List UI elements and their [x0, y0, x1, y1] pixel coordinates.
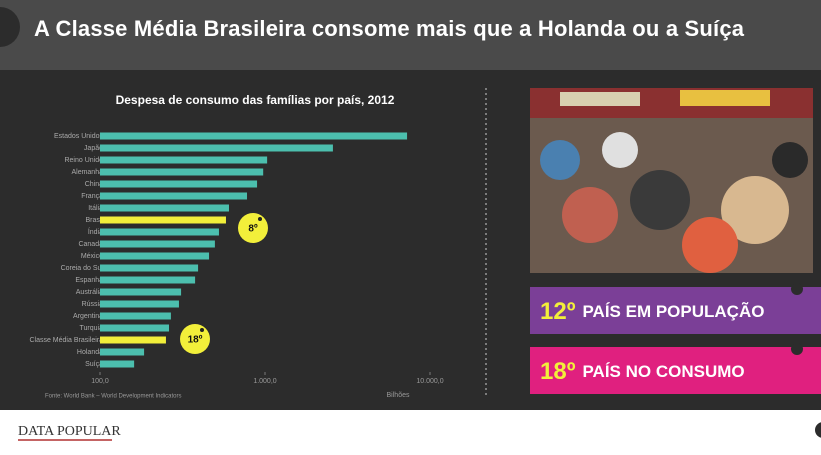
card	[530, 347, 821, 394]
y-tick-label: Estados Unidos	[54, 133, 104, 140]
card-label: PAÍS NO CONSUMO	[582, 362, 744, 381]
y-tick-label: Espanha	[75, 277, 103, 284]
bar	[100, 228, 219, 236]
bar	[100, 276, 196, 284]
bar	[100, 144, 333, 152]
card-highlight: 12º	[540, 298, 576, 325]
slide-title: A Classe Média Brasileira consome mais q…	[34, 16, 745, 41]
y-tick-label: Holanda	[77, 349, 103, 356]
card-label: PAÍS EM POPULAÇÃO	[582, 301, 764, 321]
y-tick-label: Índia	[88, 227, 103, 236]
y-tick-label: Coreia do Sul	[61, 265, 104, 272]
y-tick-label: Classe Média Brasileira	[29, 337, 103, 344]
card-text: 18º PAÍS NO CONSUMO	[540, 358, 745, 385]
y-tick-label: México	[81, 253, 103, 260]
bar	[100, 180, 258, 188]
bar	[100, 324, 170, 332]
y-tick-label: Austrália	[76, 289, 103, 296]
bar	[100, 192, 248, 200]
y-tick-label: Canadá	[78, 241, 103, 248]
bar	[100, 132, 408, 140]
card-highlight: 18º	[540, 358, 576, 385]
y-tick-label: Rússia	[82, 301, 104, 308]
bar	[100, 312, 171, 320]
card	[530, 287, 821, 334]
bar	[100, 168, 264, 176]
card-notch	[791, 343, 803, 355]
y-tick-label: China	[85, 181, 103, 188]
x-tick-label: 1.000,0	[253, 378, 276, 385]
bar	[100, 336, 166, 344]
y-tick-label: Suíça	[85, 361, 103, 368]
bar	[100, 264, 199, 272]
badge-label: 8º	[248, 224, 258, 235]
bar	[100, 300, 179, 308]
footer	[0, 410, 821, 455]
logo: DATA POPULAR	[18, 424, 121, 439]
bar	[100, 348, 145, 356]
chart-title: Despesa de consumo das famílias por país…	[116, 93, 395, 107]
bar	[100, 204, 229, 212]
title-tab	[0, 7, 20, 47]
y-tick-label: Reino Unido	[64, 157, 103, 164]
bar	[100, 252, 210, 260]
y-tick-label: Brasil	[85, 217, 103, 224]
y-tick-label: Argentina	[73, 313, 103, 320]
footer-dot	[815, 422, 821, 438]
y-tick-label: Alemanha	[71, 169, 103, 176]
y-tick-label: Turquia	[80, 325, 104, 332]
bar	[100, 288, 182, 296]
x-axis-label: Bilhões	[387, 392, 410, 399]
x-tick-label: 10.000,0	[416, 378, 443, 385]
badge-dot	[200, 328, 204, 332]
photo	[530, 88, 813, 273]
badge-label: 18º	[188, 335, 203, 346]
badge-dot	[258, 217, 262, 221]
bar	[100, 360, 135, 368]
x-tick-label: 100,0	[91, 378, 109, 385]
card-text: 12º PAÍS EM POPULAÇÃO	[540, 298, 764, 325]
y-tick-label: Japão	[84, 145, 103, 152]
card-notch	[791, 283, 803, 295]
bar	[100, 156, 268, 164]
bar	[100, 216, 226, 224]
title-bar	[0, 0, 821, 70]
y-tick-label: Itália	[88, 205, 103, 212]
y-tick-label: França	[81, 193, 103, 200]
bar	[100, 240, 215, 248]
source: Fonte: World Bank – World Development In…	[45, 394, 182, 400]
